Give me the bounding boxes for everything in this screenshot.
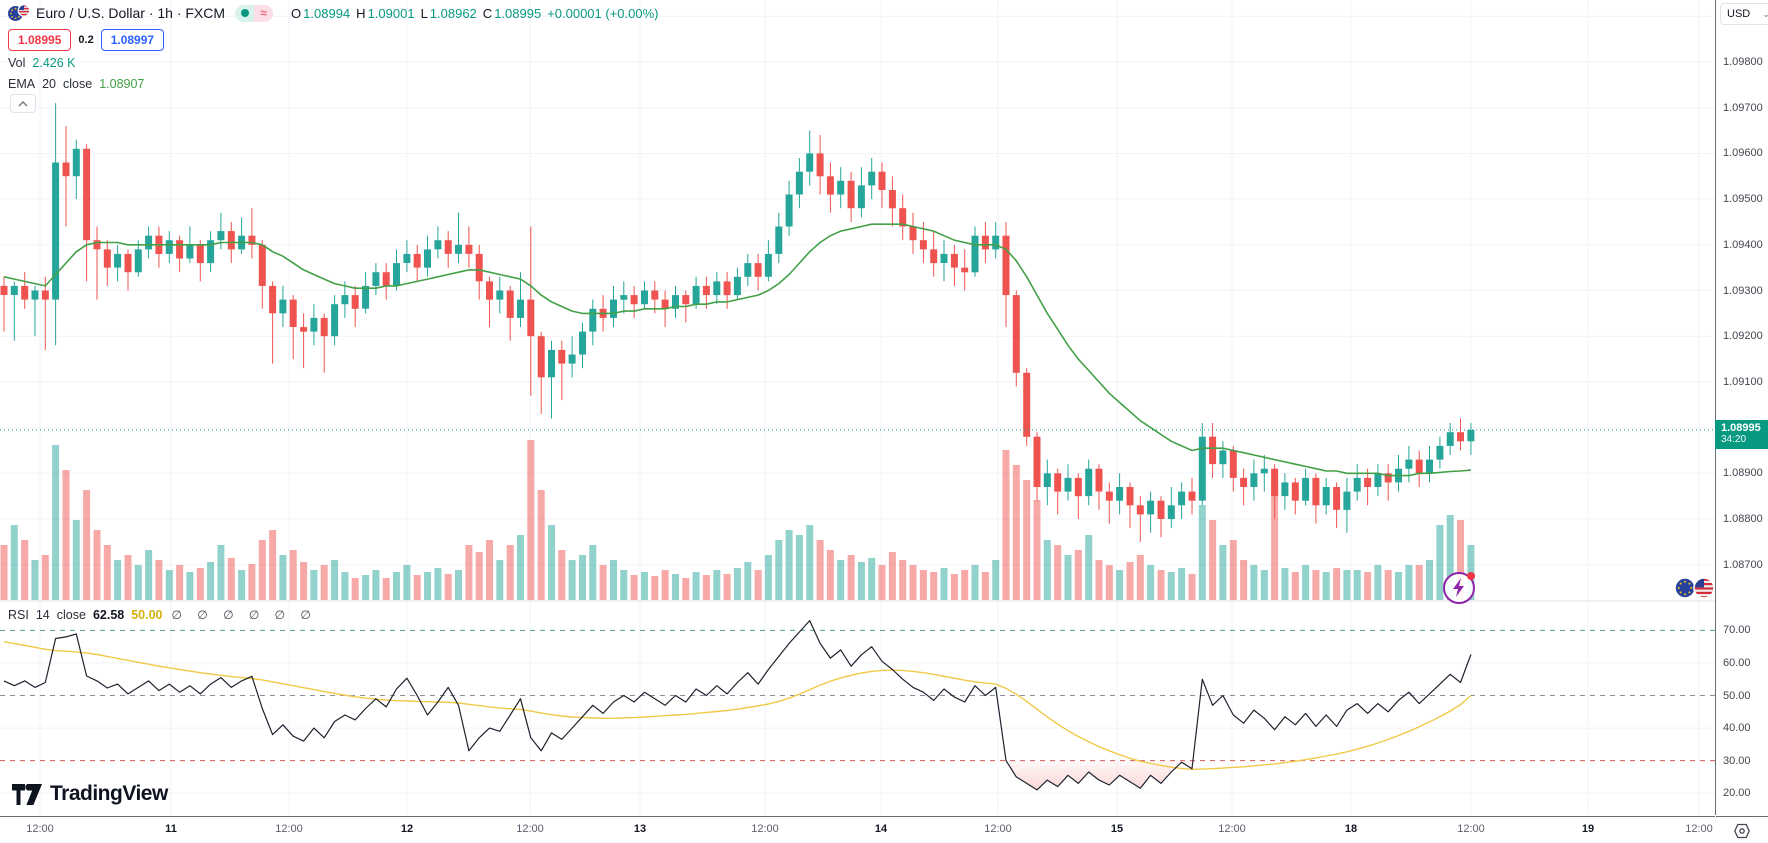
tradingview-mark-icon [12, 783, 42, 805]
price-axis-label: 1.09800 [1723, 56, 1763, 68]
chevron-down-icon: ⌄ [1762, 8, 1768, 19]
sell-price-button[interactable]: 1.08995 [8, 29, 72, 51]
price-axis-label: 1.09200 [1723, 330, 1763, 343]
high-label: H [356, 5, 366, 21]
rsi-legend[interactable]: RSI 14 close 62.58 50.00 ∅ ∅ ∅ ∅ ∅ ∅ [8, 608, 317, 622]
price-axis-label: 1.09100 [1723, 375, 1763, 388]
tradingview-logo[interactable]: TradingView [12, 782, 168, 806]
rsi-title: RSI [8, 608, 29, 622]
eur-usd-flags-icon [1674, 577, 1715, 599]
symbol-pair-logo-icon [8, 3, 30, 21]
close-label: C [482, 5, 493, 21]
delayed-data-icon[interactable]: ≈ [254, 4, 274, 22]
ema-legend[interactable]: EMA 20 close 1.08907 [8, 75, 659, 93]
ema-name: EMA [8, 77, 36, 91]
price-axis-label: 1.08900 [1723, 467, 1763, 480]
time-axis[interactable]: 12:00 11 12:00 12 12:00 13 12:00 14 12:00 15 12:00… [0, 816, 1715, 843]
symbol-legend: Euro / U.S. Dollar · 1h · FXCM ≈ O 1.0899… [8, 3, 659, 93]
volume-label: Vol [8, 56, 26, 70]
quick-trade-lightning-button[interactable] [1440, 567, 1480, 612]
time-axis-label: 11 [165, 823, 177, 835]
rsi-axis-label: 60.00 [1723, 656, 1751, 669]
rsi-value: 62.58 [92, 608, 125, 622]
rsi-axis-label: 40.00 [1723, 722, 1751, 735]
price-axis-label: 1.09600 [1723, 147, 1763, 160]
current-price-value: 1.08995 [1721, 422, 1761, 434]
ema-source: close [63, 77, 93, 91]
current-price-badge: 1.08995 34:20 [1715, 420, 1768, 449]
ema-value: 1.08907 [99, 77, 145, 91]
symbol-title[interactable]: Euro / U.S. Dollar · 1h · FXCM [36, 5, 226, 21]
price-axis-label: 1.08700 [1723, 558, 1763, 571]
chevron-up-icon [18, 100, 28, 106]
bar-countdown: 34:20 [1721, 434, 1747, 445]
price-axis-label: 1.09400 [1723, 238, 1763, 251]
rsi-axis-label: 70.00 [1723, 624, 1751, 637]
price-axis-label: 1.09500 [1723, 193, 1763, 206]
time-axis-label: 12 [400, 823, 414, 835]
rsi-axis-label: 50.00 [1723, 689, 1751, 702]
rsi-period: 14 [35, 608, 50, 622]
ema-length: 20 [42, 77, 56, 91]
ohlc-readout: O 1.08994 H 1.09001 L 1.08962 C 1.08995 +0.0… [291, 6, 658, 21]
volume-legend[interactable]: Vol 2.426 K [8, 54, 659, 72]
time-axis-label: 12:00 [516, 823, 544, 835]
currency-value: USD [1727, 8, 1751, 20]
close-value: 1.08995 [494, 5, 542, 21]
currency-dropdown[interactable]: USD ⌄ [1720, 3, 1768, 25]
high-value: 1.09001 [367, 5, 415, 21]
spread-value: 0.2 [78, 34, 94, 46]
axis-settings-icon [1734, 823, 1750, 838]
tradingview-logo-text: TradingView [50, 782, 168, 805]
time-axis-label: 15 [1110, 823, 1124, 835]
rsi-axis-label: 20.00 [1723, 787, 1751, 800]
price-axis-label: 1.09300 [1723, 284, 1763, 297]
legend-collapse-button[interactable] [10, 94, 36, 113]
open-value: 1.08994 [303, 5, 351, 21]
time-axis-label: 12:00 [1218, 823, 1246, 835]
time-axis-label: 12:00 [984, 823, 1012, 835]
open-label: O [291, 5, 302, 21]
time-axis-label: 12:00 [1685, 823, 1713, 835]
low-label: L [420, 5, 428, 21]
time-axis-label: 12:00 [275, 823, 303, 835]
volume-value: 2.426 K [32, 56, 76, 70]
symbol-watermark-flags [1674, 576, 1716, 605]
axis-settings-corner[interactable] [1716, 816, 1768, 843]
market-open-dot-icon[interactable] [235, 4, 255, 22]
chart-canvas[interactable] [0, 0, 1715, 816]
time-axis-label: 12:00 [1457, 823, 1485, 835]
time-axis-label: 19 [1581, 823, 1595, 835]
change-value: +0.00001 (+0.00%) [547, 5, 659, 21]
price-axis-label: 1.09700 [1723, 101, 1763, 114]
time-axis-label: 14 [874, 823, 888, 835]
lightning-bolt-icon [1443, 572, 1475, 604]
time-axis-label: 12:00 [26, 823, 54, 835]
rsi-source: close [56, 608, 86, 622]
price-axis[interactable]: 1.09800 1.09700 1.09600 1.09500 1.09400 1.093… [1715, 0, 1768, 815]
price-axis-label: 1.08800 [1723, 513, 1763, 525]
time-axis-label: 18 [1344, 823, 1358, 835]
low-value: 1.08962 [429, 5, 477, 21]
time-axis-label: 12:00 [751, 823, 779, 835]
time-axis-label: 13 [633, 823, 647, 835]
rsi-ma-value: 50.00 [131, 608, 163, 622]
rsi-empty-slots: ∅ ∅ ∅ ∅ ∅ ∅ [171, 608, 317, 622]
buy-price-button[interactable]: 1.08997 [100, 29, 165, 51]
rsi-axis-label: 30.00 [1723, 754, 1751, 767]
